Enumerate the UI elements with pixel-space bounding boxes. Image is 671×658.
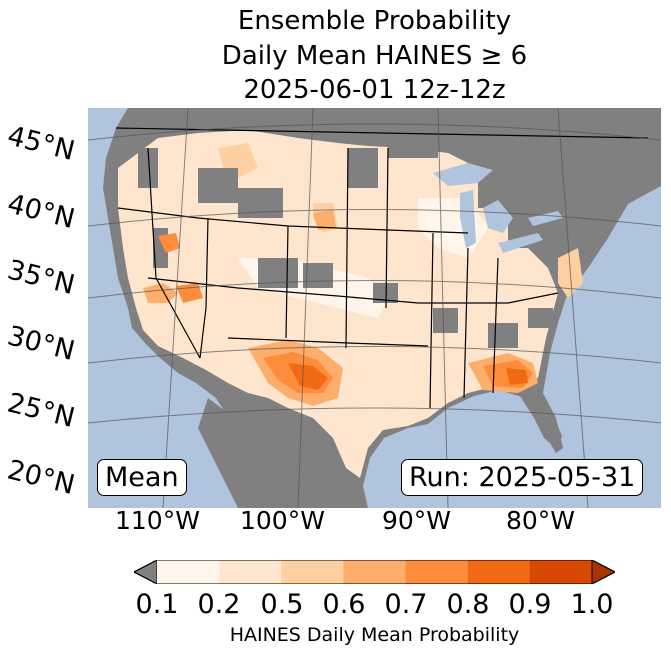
colorbar-tick-6: 0.9 [508, 589, 552, 620]
title-line-2: Daily Mean HAINES ≥ 6 [221, 41, 528, 71]
colorbar-segment [219, 560, 282, 584]
title-line-1: Ensemble Probability [237, 6, 512, 36]
colorbar-segment [343, 560, 407, 584]
colorbar-segment [405, 560, 469, 584]
colorbar-tick-5: 0.8 [446, 589, 490, 620]
lat-label-45: 45°N [4, 120, 78, 168]
lat-label-25: 25°N [4, 387, 78, 435]
colorbar-tick-1: 0.2 [197, 589, 241, 620]
title-line-3: 2025-06-01 12z-12z [243, 75, 506, 105]
no-data-patches [138, 133, 553, 348]
probability-map [88, 108, 661, 508]
colorbar-over-arrow [591, 560, 615, 584]
florida [518, 390, 562, 450]
lat-label-30: 30°N [4, 320, 78, 368]
lat-label-40: 40°N [4, 188, 78, 236]
colorbar-under-arrow [134, 560, 158, 584]
colorbar-segment [467, 560, 531, 584]
colorbar-tick-3: 0.6 [322, 589, 366, 620]
colorbar-tick-0: 0.1 [135, 589, 179, 620]
colorbar-segment [157, 560, 220, 584]
lon-label-100: 100°W [240, 506, 325, 535]
colorbar-tick-7: 1.0 [570, 589, 614, 620]
lon-label-110: 110°W [115, 506, 200, 535]
lon-label-90: 90°W [382, 506, 452, 535]
run-label: Run: 2025-05-31 [401, 459, 644, 496]
great-lakes [433, 163, 563, 253]
baja-mexico [198, 398, 278, 508]
colorbar-segment [529, 560, 593, 584]
lon-label-80: 80°W [506, 506, 576, 535]
colorbar [134, 560, 615, 584]
mean-label: Mean [97, 459, 187, 496]
colorbar-label: HAINES Daily Mean Probability [229, 624, 520, 646]
hot-spots [143, 210, 538, 406]
lat-label-20: 20°N [4, 454, 78, 502]
graticule [88, 108, 661, 508]
colorbar-tick-4: 0.7 [384, 589, 428, 620]
colorbar-segment [281, 560, 344, 584]
colorbar-tick-2: 0.5 [260, 589, 304, 620]
lat-label-35: 35°N [4, 254, 78, 302]
